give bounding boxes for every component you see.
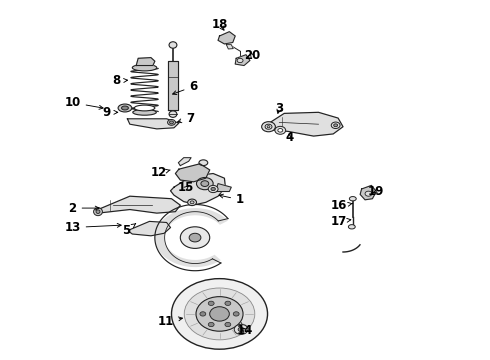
Text: 5: 5 xyxy=(122,224,136,237)
Ellipse shape xyxy=(265,124,272,129)
Polygon shape xyxy=(265,112,343,136)
Text: 13: 13 xyxy=(64,221,121,234)
Polygon shape xyxy=(96,196,180,213)
Ellipse shape xyxy=(118,104,132,112)
Polygon shape xyxy=(127,119,179,129)
Ellipse shape xyxy=(208,185,218,193)
Ellipse shape xyxy=(96,210,100,213)
Wedge shape xyxy=(155,208,228,267)
Ellipse shape xyxy=(349,197,356,201)
Ellipse shape xyxy=(168,120,175,125)
Ellipse shape xyxy=(196,177,213,190)
Ellipse shape xyxy=(133,109,156,115)
Ellipse shape xyxy=(275,126,286,134)
Text: 19: 19 xyxy=(368,185,385,198)
Ellipse shape xyxy=(334,124,338,127)
Text: 6: 6 xyxy=(172,80,197,95)
Ellipse shape xyxy=(267,126,270,128)
Text: 4: 4 xyxy=(285,131,293,144)
Circle shape xyxy=(189,233,201,242)
Text: 2: 2 xyxy=(69,202,99,215)
Ellipse shape xyxy=(348,225,355,229)
Polygon shape xyxy=(216,184,231,192)
Circle shape xyxy=(172,279,268,349)
Polygon shape xyxy=(128,221,171,236)
Ellipse shape xyxy=(170,121,173,124)
Text: 10: 10 xyxy=(64,96,103,109)
Polygon shape xyxy=(218,32,235,44)
Ellipse shape xyxy=(278,129,283,132)
Ellipse shape xyxy=(211,187,216,191)
Circle shape xyxy=(225,301,231,306)
Circle shape xyxy=(184,288,255,340)
Ellipse shape xyxy=(132,64,157,71)
Circle shape xyxy=(180,227,210,248)
Polygon shape xyxy=(226,45,233,49)
Ellipse shape xyxy=(94,208,102,216)
Text: 14: 14 xyxy=(237,324,253,337)
Circle shape xyxy=(196,297,243,331)
Ellipse shape xyxy=(169,42,177,48)
Circle shape xyxy=(200,312,206,316)
Polygon shape xyxy=(178,158,191,166)
Polygon shape xyxy=(168,61,178,110)
Circle shape xyxy=(208,301,214,306)
Circle shape xyxy=(208,322,214,327)
Ellipse shape xyxy=(134,105,155,111)
Circle shape xyxy=(225,322,231,327)
Polygon shape xyxy=(171,174,225,204)
Circle shape xyxy=(238,327,244,332)
Circle shape xyxy=(233,312,239,316)
Text: 8: 8 xyxy=(113,75,127,87)
Text: 15: 15 xyxy=(178,181,195,194)
Text: 12: 12 xyxy=(151,166,170,179)
Ellipse shape xyxy=(201,181,209,186)
Ellipse shape xyxy=(365,191,372,196)
Text: 9: 9 xyxy=(103,106,118,119)
Text: 3: 3 xyxy=(275,102,283,114)
Ellipse shape xyxy=(190,201,194,204)
Text: 7: 7 xyxy=(177,112,194,125)
Polygon shape xyxy=(235,55,250,66)
Text: 17: 17 xyxy=(331,215,351,228)
Ellipse shape xyxy=(199,160,208,166)
Text: 16: 16 xyxy=(331,199,353,212)
Circle shape xyxy=(234,324,248,334)
Text: 11: 11 xyxy=(157,315,182,328)
Text: 20: 20 xyxy=(244,49,261,62)
Polygon shape xyxy=(136,58,155,66)
Ellipse shape xyxy=(122,106,128,110)
Ellipse shape xyxy=(331,122,340,129)
Ellipse shape xyxy=(188,199,196,206)
Polygon shape xyxy=(175,164,210,182)
Ellipse shape xyxy=(169,111,177,117)
Circle shape xyxy=(210,307,229,321)
Polygon shape xyxy=(360,185,376,200)
Text: 1: 1 xyxy=(220,193,244,206)
Ellipse shape xyxy=(237,58,243,63)
Text: 18: 18 xyxy=(211,18,228,31)
Ellipse shape xyxy=(262,122,275,132)
